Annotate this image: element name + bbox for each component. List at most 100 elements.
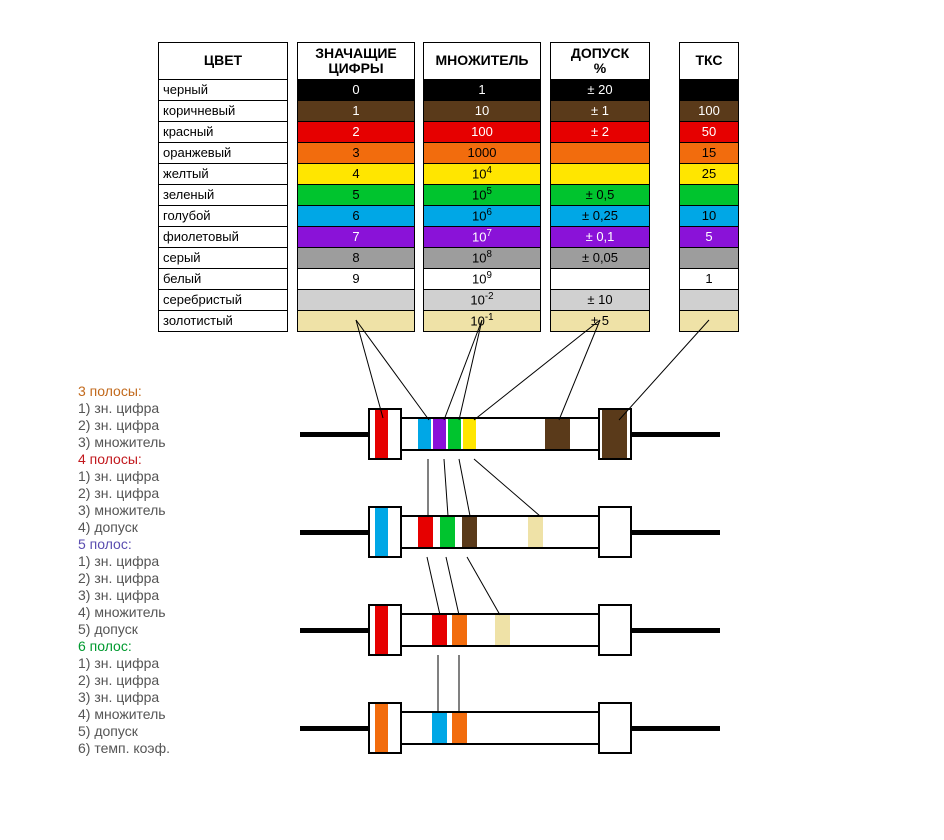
- band-1-2: [440, 517, 455, 547]
- multiplier-row-9: 109: [424, 269, 541, 290]
- color-row-11: золотистый: [159, 311, 288, 332]
- digits-header: ЗНАЧАЩИЕЦИФРЫ: [298, 43, 415, 80]
- band-3-1: [432, 713, 447, 743]
- tolerance-row-4: [551, 164, 650, 185]
- legend-title-1: 4 полосы:: [78, 451, 170, 468]
- end-cap-right: [598, 702, 632, 754]
- tcr-table: ТКС1005015251051: [679, 42, 739, 332]
- band-2-3: [495, 615, 510, 645]
- connector-4: [474, 320, 600, 420]
- legend-item-3-3: 4) множитель: [78, 706, 170, 723]
- connector-11: [427, 557, 440, 615]
- multiplier-row-2: 100: [424, 122, 541, 143]
- multiplier-row-0: 1: [424, 80, 541, 101]
- legend-item-0-1: 2) зн. цифра: [78, 417, 170, 434]
- multiplier-row-3: 1000: [424, 143, 541, 164]
- digits-row-11: [298, 311, 415, 332]
- band-0-1: [418, 419, 431, 449]
- multiplier-table: МНОЖИТЕЛЬ110100100010410510610710810910-…: [423, 42, 541, 332]
- digits-row-8: 8: [298, 248, 415, 269]
- tcr-row-8: [680, 248, 739, 269]
- color-row-7: фиолетовый: [159, 227, 288, 248]
- tcr-row-4: 25: [680, 164, 739, 185]
- legend: 3 полосы:1) зн. цифра2) зн. цифра3) множ…: [78, 383, 170, 757]
- wire-left: [300, 628, 372, 633]
- tcr-row-9: 1: [680, 269, 739, 290]
- connector-1: [356, 320, 429, 420]
- legend-title-3: 6 полос:: [78, 638, 170, 655]
- band-0-2: [433, 419, 446, 449]
- band-1-1: [418, 517, 433, 547]
- multiplier-header: МНОЖИТЕЛЬ: [424, 43, 541, 80]
- tolerance-row-9: [551, 269, 650, 290]
- digits-table: ЗНАЧАЩИЕЦИФРЫ0123456789: [297, 42, 415, 332]
- tcr-row-3: 15: [680, 143, 739, 164]
- color-row-2: красный: [159, 122, 288, 143]
- wire-right: [628, 530, 720, 535]
- wire-right: [628, 726, 720, 731]
- resistor-body: [400, 711, 600, 745]
- multiplier-row-8: 108: [424, 248, 541, 269]
- tcr-row-11: [680, 311, 739, 332]
- tolerance-row-5: ± 0,5: [551, 185, 650, 206]
- band-0-4: [463, 419, 476, 449]
- end-cap-right: [598, 506, 632, 558]
- band-0-0: [375, 410, 388, 458]
- connector-10: [474, 459, 540, 516]
- color-header: ЦВЕТ: [159, 43, 288, 80]
- tolerance-row-7: ± 0,1: [551, 227, 650, 248]
- color-row-3: оранжевый: [159, 143, 288, 164]
- band-1-0: [375, 508, 388, 556]
- tcr-row-2: 50: [680, 122, 739, 143]
- digits-row-10: [298, 290, 415, 311]
- tolerance-row-10: ± 10: [551, 290, 650, 311]
- legend-title-2: 5 полос:: [78, 536, 170, 553]
- band-0-6: [602, 410, 627, 458]
- legend-item-2-4: 5) допуск: [78, 621, 170, 638]
- legend-item-1-3: 4) допуск: [78, 519, 170, 536]
- color-row-5: зеленый: [159, 185, 288, 206]
- multiplier-row-10: 10-2: [424, 290, 541, 311]
- tolerance-row-11: ± 5: [551, 311, 650, 332]
- band-2-1: [432, 615, 447, 645]
- multiplier-row-5: 105: [424, 185, 541, 206]
- legend-item-3-4: 5) допуск: [78, 723, 170, 740]
- legend-item-2-2: 3) зн. цифра: [78, 587, 170, 604]
- connector-9: [459, 459, 470, 516]
- color-row-8: серый: [159, 248, 288, 269]
- connector-3: [459, 320, 482, 420]
- digits-row-3: 3: [298, 143, 415, 164]
- legend-item-1-0: 1) зн. цифра: [78, 468, 170, 485]
- color-row-9: белый: [159, 269, 288, 290]
- connector-13: [467, 557, 500, 615]
- tolerance-table: ДОПУСК%± 20± 1± 2± 0,5± 0,25± 0,1± 0,05±…: [550, 42, 650, 332]
- tolerance-row-3: [551, 143, 650, 164]
- legend-item-2-0: 1) зн. цифра: [78, 553, 170, 570]
- color-row-0: черный: [159, 80, 288, 101]
- color-row-1: коричневый: [159, 101, 288, 122]
- band-2-0: [375, 606, 388, 654]
- wire-right: [628, 432, 720, 437]
- end-cap-right: [598, 604, 632, 656]
- multiplier-row-7: 107: [424, 227, 541, 248]
- digits-row-7: 7: [298, 227, 415, 248]
- legend-item-0-0: 1) зн. цифра: [78, 400, 170, 417]
- tolerance-header: ДОПУСК%: [551, 43, 650, 80]
- band-0-3: [448, 419, 461, 449]
- digits-row-4: 4: [298, 164, 415, 185]
- tolerance-row-0: ± 20: [551, 80, 650, 101]
- band-1-3: [462, 517, 477, 547]
- band-3-2: [452, 713, 467, 743]
- legend-item-1-1: 2) зн. цифра: [78, 485, 170, 502]
- tcr-row-7: 5: [680, 227, 739, 248]
- wire-left: [300, 726, 372, 731]
- legend-item-3-5: 6) темп. коэф.: [78, 740, 170, 757]
- connector-12: [446, 557, 459, 615]
- tcr-row-5: [680, 185, 739, 206]
- band-2-2: [452, 615, 467, 645]
- legend-item-3-1: 2) зн. цифра: [78, 672, 170, 689]
- legend-item-0-2: 3) множитель: [78, 434, 170, 451]
- digits-row-1: 1: [298, 101, 415, 122]
- connector-2: [444, 320, 482, 420]
- tcr-row-6: 10: [680, 206, 739, 227]
